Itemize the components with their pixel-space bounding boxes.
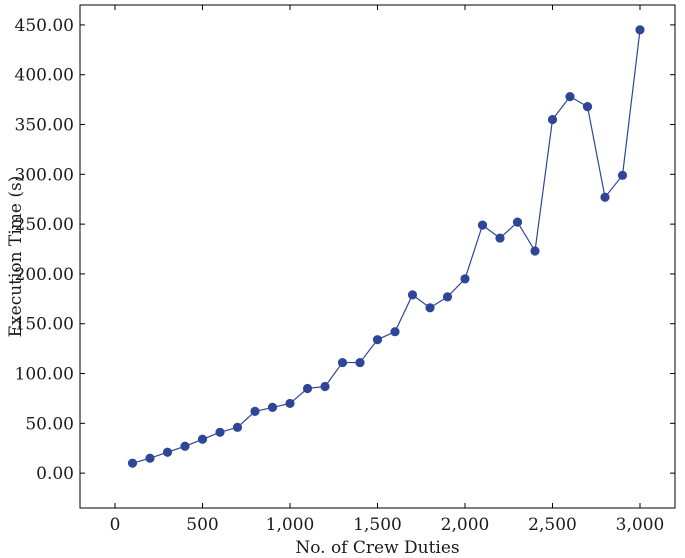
data-point	[162, 447, 173, 457]
series-line	[132, 29, 641, 464]
y-tick-label: 50.00	[25, 414, 74, 434]
x-tick-label: 1,000	[266, 515, 315, 535]
y-axis: 0.00 50.00 100.00 150.00 200.00 250.00 300.00 3…	[15, 16, 675, 484]
data-point	[285, 398, 295, 409]
data-point	[302, 383, 313, 394]
data-point	[495, 233, 505, 243]
y-tick-label: 0.00	[36, 464, 74, 484]
y-tick-label: 450.00	[15, 16, 74, 36]
data-point	[530, 246, 540, 256]
data-point	[372, 335, 383, 345]
x-tick-label: 2,000	[441, 515, 490, 535]
data-point	[197, 434, 208, 444]
x-tick-label: 2,500	[528, 515, 577, 535]
data-point	[635, 25, 645, 35]
data-point	[407, 290, 418, 300]
data-point	[337, 357, 348, 368]
x-tick-label: 500	[186, 515, 218, 535]
data-point	[215, 427, 225, 437]
data-point	[232, 422, 243, 432]
data-point	[250, 406, 260, 416]
y-tick-label: 350.00	[15, 116, 74, 136]
data-point	[565, 92, 575, 102]
data-point	[460, 274, 470, 284]
y-tick-label: 100.00	[15, 365, 74, 385]
data-point	[617, 170, 628, 180]
x-tick-label: 3,000	[616, 515, 665, 535]
y-tick-label: 200.00	[15, 265, 74, 285]
data-point	[267, 402, 278, 412]
y-axis-label: Execution Time (s)	[6, 176, 26, 338]
data-point	[127, 458, 138, 468]
data-point	[425, 303, 435, 313]
x-axis-label: No. of Crew Duties	[295, 538, 459, 558]
plot-frame	[79, 4, 676, 509]
data-point	[180, 441, 190, 451]
data-point	[390, 327, 400, 337]
data-point	[145, 453, 155, 463]
data-point	[477, 220, 488, 230]
x-tick-label: 0	[110, 515, 121, 535]
y-tick-label: 300.00	[15, 165, 74, 185]
x-axis: 0 500 1,000 1,500 2,000 2,500 3,000	[110, 5, 665, 535]
data-point	[320, 381, 330, 392]
x-tick-label: 1,500	[353, 515, 402, 535]
data-point	[547, 114, 558, 125]
data-point	[512, 217, 523, 227]
data-point	[355, 357, 365, 368]
series-layer	[127, 25, 645, 468]
data-point	[442, 292, 453, 302]
y-tick-label: 250.00	[15, 215, 74, 235]
y-tick-label: 150.00	[15, 315, 74, 335]
data-point	[600, 192, 610, 202]
data-point	[582, 101, 593, 112]
y-tick-label: 400.00	[15, 66, 74, 86]
